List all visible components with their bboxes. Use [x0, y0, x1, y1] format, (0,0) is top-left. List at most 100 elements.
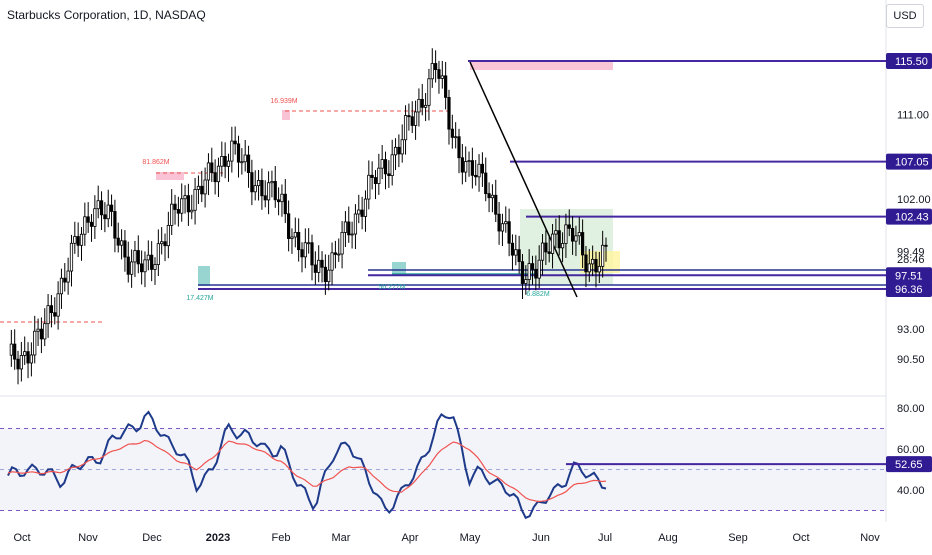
- x-tick-12: Oct: [792, 532, 809, 544]
- candle-body: [210, 162, 214, 174]
- candle-body: [270, 181, 274, 184]
- candle-body: [186, 195, 191, 213]
- rsi-tick-0: 80.00: [897, 403, 925, 415]
- candle-body: [26, 351, 30, 364]
- candle-body: [323, 266, 327, 283]
- candle-body: [170, 203, 174, 226]
- candle-body: [557, 230, 561, 249]
- candle-body: [313, 264, 317, 273]
- candle-body: [544, 242, 548, 253]
- candle-body: [226, 160, 231, 167]
- rsi-series-1: [7, 439, 607, 503]
- candle-body: [357, 209, 361, 215]
- candle-body: [427, 78, 431, 106]
- candle-body: [119, 240, 124, 246]
- candle-body: [517, 249, 521, 263]
- level-badge-2: [886, 208, 932, 225]
- rsi-series-0: [7, 410, 607, 520]
- candle-body: [109, 204, 114, 212]
- candle-body: [574, 235, 578, 242]
- candle-body: [370, 174, 374, 178]
- candle-body: [243, 154, 247, 163]
- candle-body: [317, 259, 321, 273]
- candle-body: [530, 263, 535, 270]
- candle-body: [49, 305, 54, 314]
- candle-body: [216, 165, 221, 183]
- x-tick-11: Sep: [728, 532, 748, 544]
- candle-body: [423, 104, 428, 108]
- candle-body: [594, 258, 598, 273]
- candle-body: [150, 254, 154, 270]
- x-tick-0: Oct: [13, 532, 30, 544]
- candle-body: [444, 75, 448, 98]
- candle-body: [130, 261, 134, 275]
- volume-annotation-3: 56.277M: [378, 284, 405, 291]
- candle-body: [494, 194, 498, 215]
- candle-body: [160, 241, 164, 245]
- level-label-2: 102.43: [895, 212, 929, 224]
- candle-body: [297, 232, 301, 251]
- candle-body: [103, 214, 107, 220]
- candle-body: [73, 236, 77, 244]
- candle-body: [390, 154, 394, 177]
- candle-body: [353, 213, 358, 235]
- candle-body: [460, 157, 464, 173]
- candle-body: [173, 203, 177, 210]
- candle-body: [33, 330, 37, 356]
- level-label-4: 96.36: [895, 284, 923, 296]
- candle-body: [437, 69, 441, 79]
- candle-body: [220, 155, 224, 167]
- level-label-3: 97.51: [895, 270, 923, 282]
- candle-body: [180, 198, 184, 214]
- candle-body: [507, 221, 511, 244]
- volume-annotation-2: 17.427M: [186, 295, 213, 302]
- candle-body: [527, 263, 531, 280]
- candle-body: [263, 195, 267, 201]
- candle-body: [193, 189, 197, 211]
- candle-body: [340, 232, 344, 255]
- demand-zone-dec: [198, 266, 210, 286]
- candle-body: [547, 251, 551, 254]
- candle-body: [113, 211, 117, 239]
- candle-body: [203, 179, 207, 195]
- candle-body: [397, 146, 401, 155]
- demand-zone-mar: [392, 262, 406, 274]
- candle-body: [337, 253, 341, 256]
- candle-body: [290, 236, 294, 239]
- candle-body: [246, 154, 251, 173]
- candle-body: [400, 139, 404, 155]
- candle-body: [343, 221, 348, 233]
- candle-body: [510, 242, 515, 256]
- candle-body: [484, 172, 488, 195]
- candle-body: [9, 343, 13, 356]
- candle-body: [19, 355, 23, 370]
- candle-body: [123, 240, 127, 258]
- candle-body: [320, 259, 324, 268]
- rsi-tick-1: 60.00: [897, 444, 925, 456]
- candle-body: [380, 159, 384, 169]
- candle-body: [504, 221, 508, 225]
- candle-body: [363, 198, 368, 217]
- candle-body: [206, 162, 211, 181]
- candles-group: [9, 48, 608, 385]
- x-tick-8: Jun: [532, 532, 550, 544]
- currency-button[interactable]: USD: [886, 4, 924, 28]
- supply-zone-feb: [282, 110, 290, 120]
- level-label-1: 107.05: [895, 157, 929, 169]
- candle-body: [577, 232, 581, 237]
- candle-body: [601, 244, 605, 267]
- candle-body: [377, 167, 381, 184]
- candle-body: [430, 63, 434, 80]
- candle-body: [500, 223, 505, 232]
- candle-body: [16, 358, 20, 370]
- candle-body: [53, 312, 57, 317]
- candle-body: [23, 351, 27, 356]
- candle-body: [46, 305, 50, 325]
- price-tick-1: 99.49: [897, 247, 925, 259]
- candle-body: [554, 230, 558, 235]
- candle-body: [213, 172, 217, 183]
- level-badge-4: [886, 280, 932, 297]
- candle-body: [280, 193, 284, 203]
